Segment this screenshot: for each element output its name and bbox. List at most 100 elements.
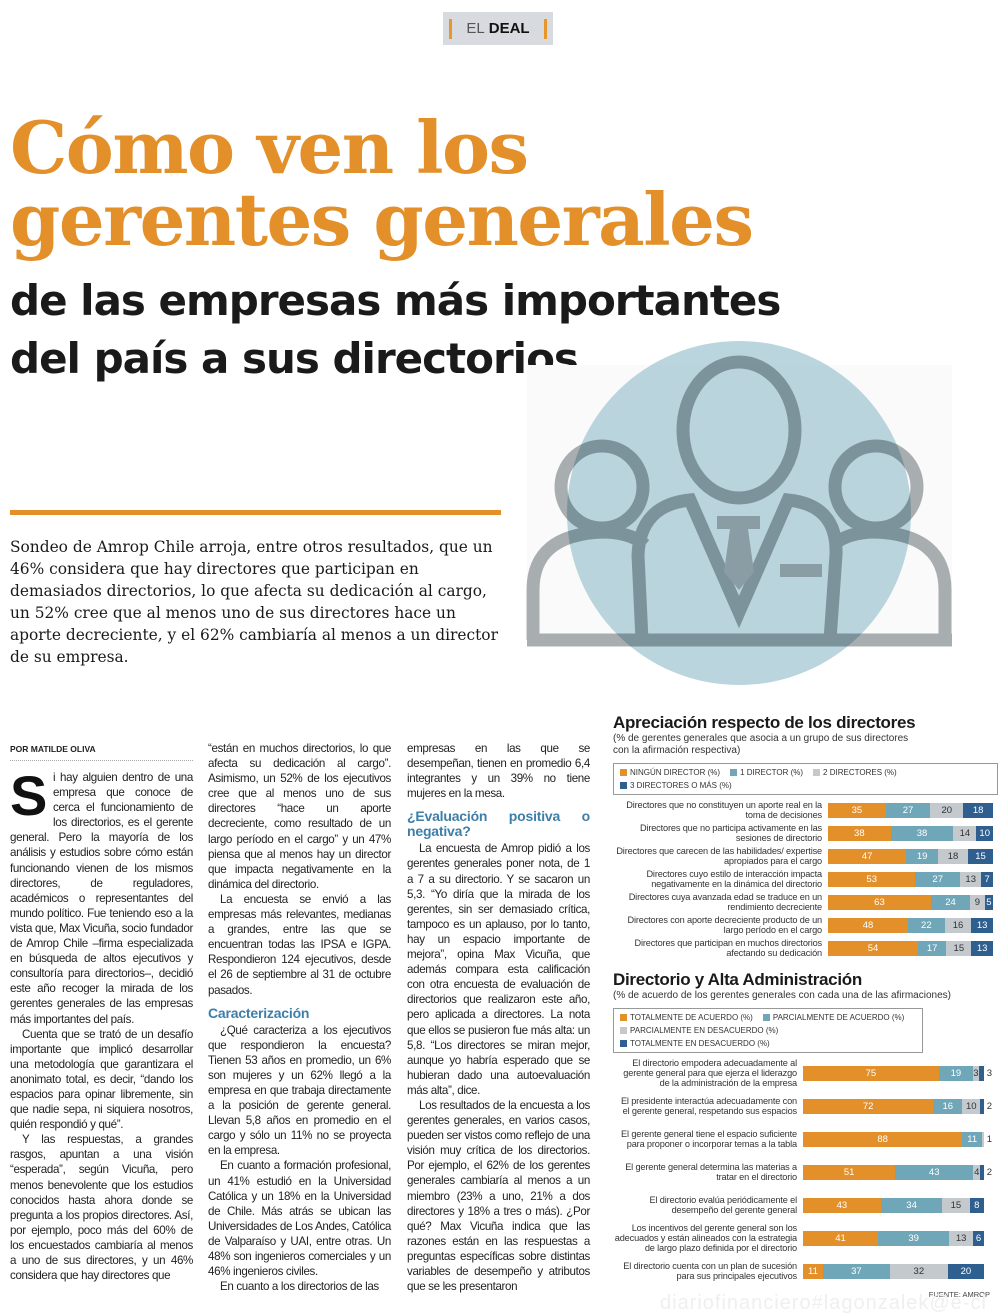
bar-segment: 8 <box>969 1197 984 1213</box>
data-label: 3 <box>986 1067 992 1079</box>
category-label: El directorio empodera adecuadamente al … <box>623 1058 797 1088</box>
watermark: diariofinanciero#lagonzalek@e-cl <box>660 1292 987 1314</box>
bar-segment: 48 <box>828 917 908 933</box>
data-label: 63 <box>874 896 885 908</box>
stacked-bar: 47 19 18 15 <box>828 848 993 864</box>
data-label: 1 <box>986 1133 992 1145</box>
data-label: 32 <box>913 1265 925 1277</box>
bar-segment: 18 <box>963 802 993 818</box>
data-label: 18 <box>947 850 959 862</box>
legend-label: PARCIALMENTE DE ACUERDO (%) <box>772 1013 905 1022</box>
chart-row: Directores que no participa activamente … <box>613 823 998 843</box>
data-label: 11 <box>967 1133 978 1145</box>
article-paragraph: Y las respuestas, a grandes rasgos, apun… <box>10 1133 193 1283</box>
bar-segment: 13 <box>971 917 993 933</box>
bar-segment: 54 <box>828 940 918 956</box>
chart-row: El directorio evalúa periódicamente el d… <box>613 1190 998 1220</box>
data-label: 8 <box>974 1199 980 1211</box>
chart-row: Directores cuyo estilo de interacción im… <box>613 869 998 889</box>
bar-segment: 18 <box>937 848 968 864</box>
bar-segment: 41 <box>803 1230 878 1246</box>
bar-segment: 7 <box>981 871 993 887</box>
category-label: Directores que no constituyen un aporte … <box>626 800 822 820</box>
data-label: 13 <box>955 1232 967 1244</box>
data-label: 11 <box>808 1265 818 1277</box>
bar-segment: 35 <box>828 802 886 818</box>
bar-segment: 27 <box>915 871 960 887</box>
chart-row: El directorio cuenta con un plan de suce… <box>613 1256 998 1286</box>
legend-item: PARCIALMENTE EN DESACUERDO (%) <box>620 1025 778 1036</box>
data-label: 13 <box>976 942 988 954</box>
subheading: ¿Evaluación positiva o negativa? <box>407 808 590 840</box>
data-label: 18 <box>972 804 984 816</box>
bar-segment: 38 <box>890 825 954 841</box>
category-label: Directores cuya avanzada edad se traduce… <box>628 892 822 912</box>
bar-segment: 19 <box>906 848 938 864</box>
data-label: 24 <box>945 896 956 908</box>
chart-rows: Directores que no constituyen un aporte … <box>613 800 998 958</box>
legend-item: NINGÚN DIRECTOR (%) <box>620 767 720 778</box>
data-label: 20 <box>941 804 953 816</box>
article-column-3: empresas en las que se desempeñan, tiene… <box>407 741 590 1294</box>
data-label: 48 <box>862 919 874 931</box>
data-label: 27 <box>902 804 914 816</box>
bar-segment: 16 <box>933 1098 963 1114</box>
tag-divider <box>449 18 453 39</box>
data-label: 22 <box>921 919 932 931</box>
bar-segment: 2 <box>980 1098 992 1114</box>
data-label: 16 <box>942 1100 954 1112</box>
category-label: Directores con aporte decreciente produc… <box>627 915 822 935</box>
bar-segment: 37 <box>822 1263 890 1279</box>
stacked-bar: 75 19 3 3 <box>803 1065 992 1081</box>
data-label: 9 <box>974 896 981 908</box>
chart-row: Directores con aporte decreciente produc… <box>613 915 998 935</box>
legend-swatch <box>762 1014 770 1021</box>
chart-row: Directores que carecen de las habilidade… <box>613 846 998 866</box>
charts-panel: Apreciación respecto de los directores (… <box>613 713 998 1300</box>
bar-segment: 14 <box>953 825 977 841</box>
data-label: 14 <box>959 827 971 839</box>
data-label: 20 <box>960 1265 972 1277</box>
chart-rows: El directorio empodera adecuadamente al … <box>613 1058 998 1286</box>
stacked-bar: 41 39 13 6 <box>803 1230 984 1246</box>
bar-segment: 17 <box>918 940 947 956</box>
legend-label: PARCIALMENTE EN DESACUERDO (%) <box>630 1026 779 1035</box>
data-label: 15 <box>950 1199 962 1211</box>
stacked-bar: 35 27 20 18 <box>828 802 993 818</box>
chart-directorio-alta-administracion: Directorio y Alta Administración (% de a… <box>613 970 998 1300</box>
bar-segment: 32 <box>889 1263 948 1279</box>
chart-subtitle: (% de acuerdo de los gerentes generales … <box>613 990 951 1001</box>
bar-segment: 15 <box>942 1197 970 1213</box>
bar-segment: 38 <box>828 825 891 841</box>
legend-label: NINGÚN DIRECTOR (%) <box>630 768 721 777</box>
data-label: 15 <box>953 942 965 954</box>
bar-segment: 24 <box>930 894 971 910</box>
data-label: 6 <box>975 1232 982 1244</box>
article-paragraph: empresas en las que se desempeñan, tiene… <box>407 742 590 801</box>
section-name: DEAL <box>488 20 530 37</box>
executives-illustration <box>526 341 952 685</box>
legend-swatch <box>620 782 627 789</box>
chart-row: Directores que no constituyen un aporte … <box>613 800 998 820</box>
chart-source: FUENTE: AMROP <box>928 1290 990 1299</box>
data-label: 2 <box>986 1166 992 1178</box>
data-label: 35 <box>851 804 863 816</box>
article-paragraph: Los resultados de la encuesta a los gere… <box>407 1098 590 1294</box>
stacked-bar: 11 37 32 20 <box>803 1263 984 1279</box>
chart-row: El presidente interactúa adecuadamente c… <box>613 1091 998 1121</box>
category-label: Los incentivos del gerente general son l… <box>614 1223 797 1253</box>
bar-segment: 47 <box>828 848 907 864</box>
legend-swatch <box>813 769 821 776</box>
data-label: 75 <box>865 1067 877 1079</box>
bar-segment: 63 <box>828 894 931 910</box>
bar-segment: 13 <box>949 1230 974 1246</box>
data-label: 47 <box>861 850 873 862</box>
chart-row: Directores que participan en muchos dire… <box>613 938 998 958</box>
data-label: 53 <box>866 873 877 885</box>
data-label: 88 <box>877 1133 888 1145</box>
stacked-bar: 53 27 13 7 <box>828 871 993 887</box>
data-label: 51 <box>843 1166 855 1178</box>
legend-item: TOTALMENTE EN DESACUERDO (%) <box>620 1038 770 1049</box>
bar-segment: 11 <box>962 1131 983 1147</box>
